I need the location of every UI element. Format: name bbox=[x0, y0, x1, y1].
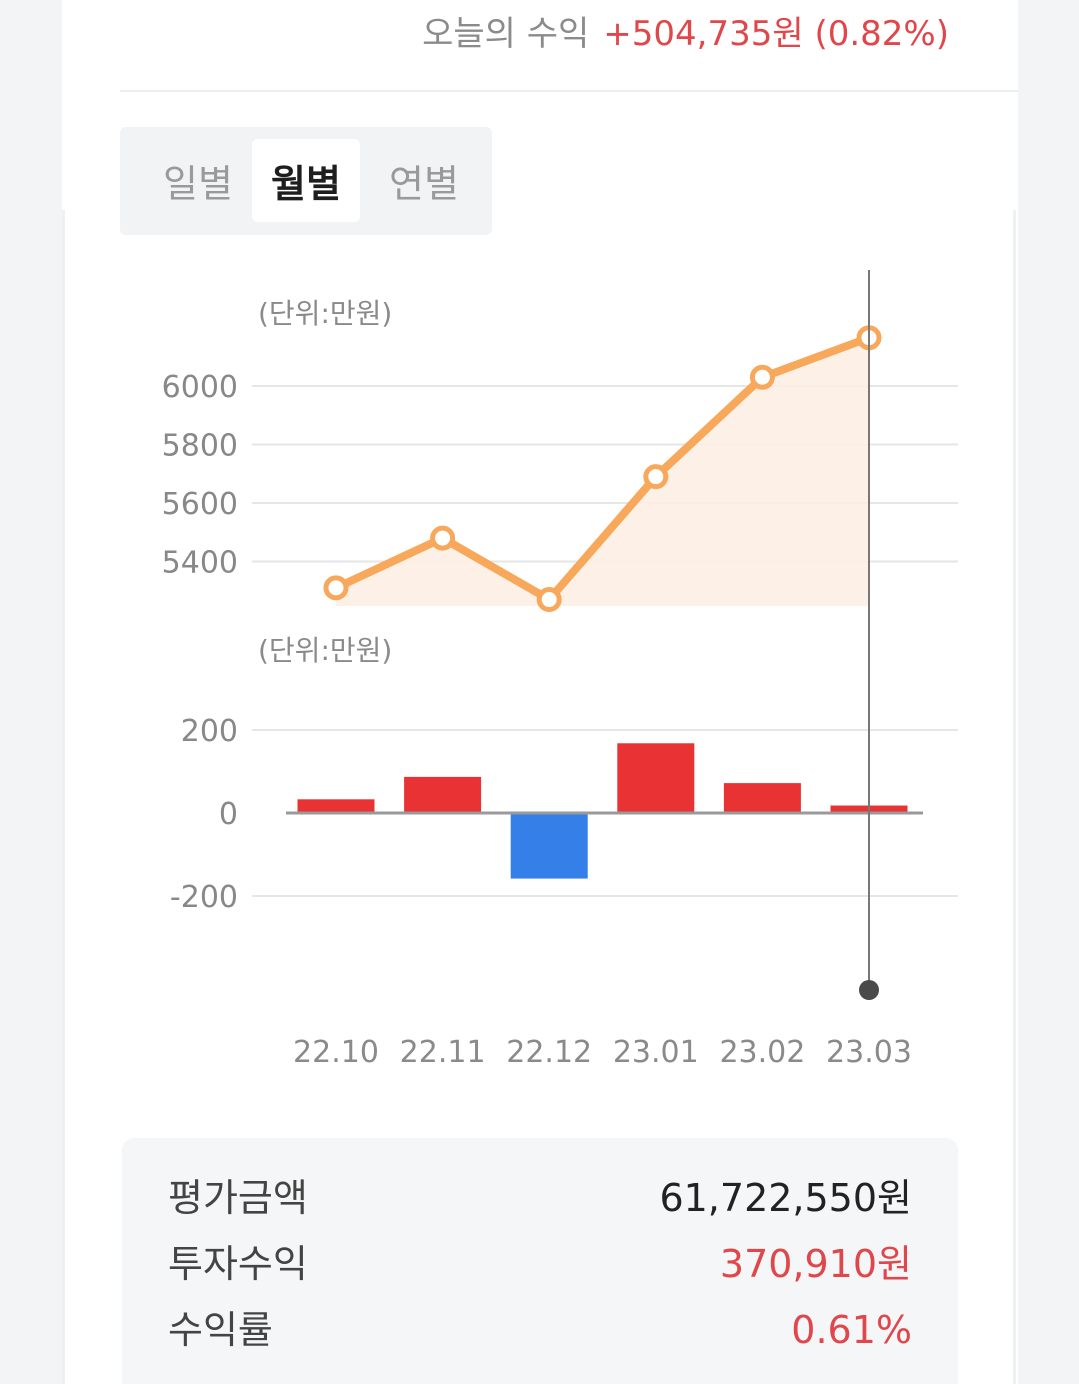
today-profit: 오늘의 수익 +504,735원 (0.82%) bbox=[422, 12, 949, 56]
line-unit-label: (단위:만원) bbox=[258, 297, 392, 330]
bar-unit-label: (단위:만원) bbox=[258, 634, 392, 667]
return-rate-value: 0.61% bbox=[791, 1308, 912, 1352]
line-point-22.12 bbox=[536, 587, 562, 613]
x-axis-label-23.03: 23.03 bbox=[826, 1035, 912, 1070]
investment-profit-value: 370,910원 bbox=[719, 1242, 912, 1286]
return-rate-label: 수익률 bbox=[168, 1308, 273, 1352]
valuation-label: 평가금액 bbox=[168, 1176, 308, 1220]
summary-row-valuation: 평가금액 61,722,550원 bbox=[168, 1168, 912, 1228]
today-profit-label: 오늘의 수익 bbox=[422, 14, 590, 54]
x-axis-label-22.12: 22.12 bbox=[506, 1035, 592, 1070]
bar-22.11 bbox=[404, 776, 482, 813]
line-point-22.11 bbox=[430, 525, 456, 551]
bar-22.12 bbox=[510, 813, 588, 879]
line-point-23.01 bbox=[643, 464, 669, 490]
tab-daily[interactable]: 일별 bbox=[163, 162, 233, 206]
line-point-23.02 bbox=[749, 364, 775, 390]
x-axis-label-23.01: 23.01 bbox=[613, 1035, 699, 1070]
header-divider bbox=[120, 90, 1018, 92]
summary-panel: 평가금액 61,722,550원 투자수익 370,910원 수익률 0.61% bbox=[122, 1138, 958, 1384]
selection-cursor-handle bbox=[859, 980, 879, 1000]
bar-y-tick-label: -200 bbox=[170, 880, 238, 915]
monthly-profit-chart: (단위:만원) 5400 5600 5800 6000 (단위:만원) 200 0 -200 22… bbox=[162, 270, 958, 1070]
line-y-tick-label: 5800 bbox=[162, 429, 238, 464]
bar-23.01 bbox=[617, 743, 695, 813]
bar-22.10 bbox=[297, 799, 375, 813]
line-y-tick-label: 5600 bbox=[162, 487, 238, 522]
bar-23.02 bbox=[723, 783, 801, 813]
valuation-value: 61,722,550원 bbox=[659, 1176, 912, 1220]
summary-row-investment-profit: 투자수익 370,910원 bbox=[168, 1234, 912, 1294]
summary-row-return-rate: 수익률 0.61% bbox=[168, 1300, 912, 1360]
line-area-fill bbox=[336, 337, 869, 606]
line-y-tick-label: 5400 bbox=[162, 546, 238, 581]
tab-monthly[interactable]: 월별 bbox=[252, 139, 360, 222]
line-series bbox=[332, 333, 873, 604]
x-axis-label-22.11: 22.11 bbox=[400, 1035, 486, 1070]
period-tabs: 일별 월별 연별 bbox=[120, 127, 492, 235]
bar-y-tick-label: 0 bbox=[219, 797, 238, 832]
line-y-tick-label: 6000 bbox=[162, 370, 238, 405]
today-profit-value: +504,735원 (0.82%) bbox=[603, 14, 949, 54]
tab-yearly[interactable]: 연별 bbox=[389, 162, 459, 206]
x-axis-label-22.10: 22.10 bbox=[293, 1035, 379, 1070]
line-point-22.10 bbox=[323, 575, 349, 601]
x-axis-label-23.02: 23.02 bbox=[719, 1035, 805, 1070]
investment-profit-label: 투자수익 bbox=[168, 1242, 308, 1286]
card-inner-edge-right bbox=[1013, 210, 1016, 1384]
card-inner-edge-left bbox=[62, 210, 65, 1384]
bar-y-tick-label: 200 bbox=[181, 714, 238, 749]
